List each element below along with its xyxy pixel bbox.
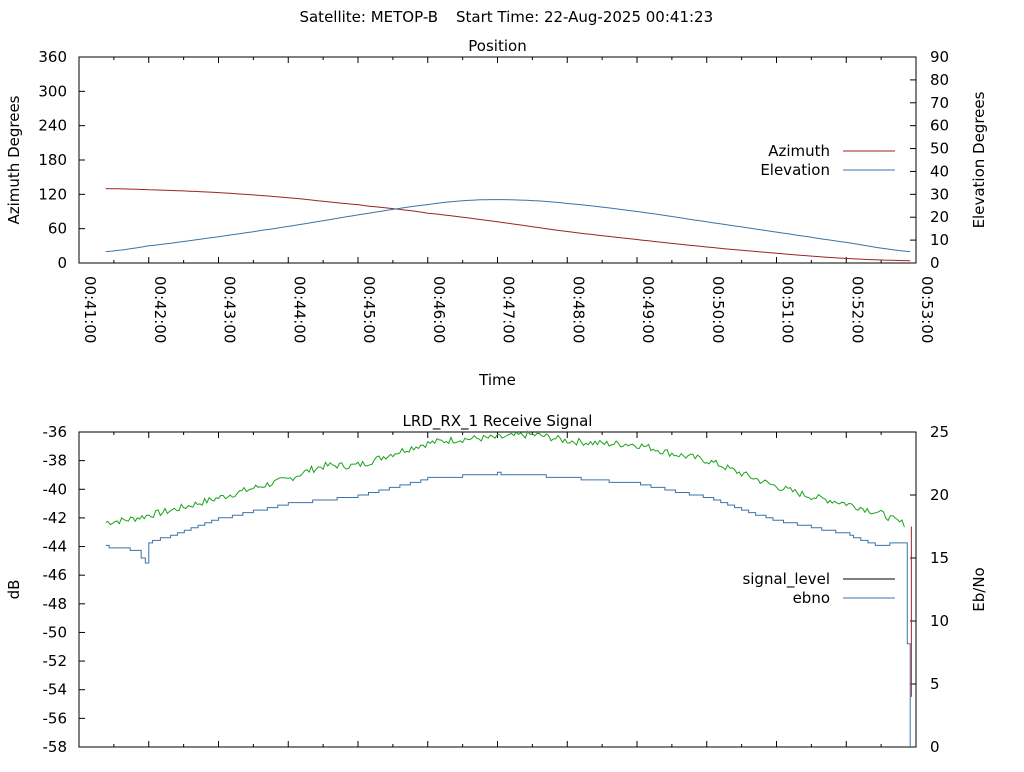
y-tick-label: -40 bbox=[43, 480, 68, 498]
legend-label-ebno: ebno bbox=[793, 589, 830, 607]
position-chart: Position 0 60 120 180 240 300 360 0 10 20 30 40 50 60 7… bbox=[5, 37, 988, 389]
series-line-signal_level bbox=[105, 430, 905, 528]
x-tick-label: 00:51:00 bbox=[779, 276, 797, 343]
y-tick-label: -44 bbox=[43, 538, 68, 556]
chart-title: Position bbox=[468, 37, 526, 55]
y-tick-label: 360 bbox=[38, 48, 67, 66]
chart-title: LRD_RX_1 Receive Signal bbox=[403, 412, 593, 431]
y-tick-label: -54 bbox=[43, 681, 68, 699]
y-tick-label: -36 bbox=[43, 423, 68, 441]
x-tick-label: 00:46:00 bbox=[430, 276, 448, 343]
legend-label-signal_level: signal_level bbox=[742, 570, 830, 589]
series-line-elevation bbox=[105, 199, 911, 253]
y-tick-label: -56 bbox=[43, 709, 68, 727]
y-axis-label: dB bbox=[5, 580, 23, 600]
x-tick-label: 00:43:00 bbox=[221, 276, 239, 343]
y2-axis-label: Eb/No bbox=[970, 567, 988, 611]
y-tick-label: 0 bbox=[57, 254, 67, 272]
x-tick-label: 00:50:00 bbox=[709, 276, 727, 343]
x-tick-label: 00:45:00 bbox=[360, 276, 378, 343]
y-tick-label: 120 bbox=[38, 185, 67, 203]
y-tick-label: 240 bbox=[38, 117, 67, 135]
x-tick-label: 00:44:00 bbox=[290, 276, 308, 343]
y2-tick-label: 25 bbox=[930, 423, 949, 441]
y-tick-label: -58 bbox=[43, 738, 68, 756]
series-line-azimuth bbox=[105, 188, 911, 262]
y-axis-label: Azimuth Degrees bbox=[5, 95, 23, 224]
y2-tick-label: 20 bbox=[930, 486, 949, 504]
plot-frame bbox=[78, 431, 917, 748]
y2-tick-label: 30 bbox=[930, 185, 949, 203]
x-tick-label: 00:49:00 bbox=[639, 276, 657, 343]
y-tick-label: 180 bbox=[38, 151, 67, 169]
header-start-time: Start Time: 22-Aug-2025 00:41:23 bbox=[456, 8, 713, 26]
y2-tick-label: 80 bbox=[930, 71, 949, 89]
y2-tick-label: 70 bbox=[930, 94, 949, 112]
y2-tick-label: 10 bbox=[930, 612, 949, 630]
y2-tick-label: 40 bbox=[930, 162, 949, 180]
y2-tick-label: 50 bbox=[930, 140, 949, 158]
y2-tick-label: 60 bbox=[930, 117, 949, 135]
x-tick-label: 00:47:00 bbox=[500, 276, 518, 343]
x-axis-label: Time bbox=[478, 371, 516, 389]
y2-axis-label: Elevation Degrees bbox=[970, 91, 988, 228]
plot-frame bbox=[78, 56, 917, 264]
y-tick-label: -38 bbox=[43, 452, 68, 470]
x-tick-label: 00:52:00 bbox=[848, 276, 866, 343]
y2-tick-label: 0 bbox=[930, 738, 940, 756]
legend-label-azimuth: Azimuth bbox=[768, 142, 830, 160]
legend-label-elevation: Elevation bbox=[760, 161, 830, 179]
y-tick-label: -46 bbox=[43, 566, 68, 584]
x-tick-label: 00:53:00 bbox=[918, 276, 936, 343]
x-tick-label: 00:48:00 bbox=[569, 276, 587, 343]
y-tick-label: -42 bbox=[43, 509, 68, 527]
y2-tick-label: 20 bbox=[930, 208, 949, 226]
y-tick-label: 300 bbox=[38, 82, 67, 100]
y2-tick-label: 5 bbox=[930, 675, 940, 693]
x-tick-label: 00:42:00 bbox=[151, 276, 169, 343]
y2-tick-label: 0 bbox=[930, 254, 940, 272]
y2-tick-label: 15 bbox=[930, 549, 949, 567]
y-tick-label: -52 bbox=[43, 652, 68, 670]
x-tick-label: 00:41:00 bbox=[81, 276, 99, 343]
y-tick-label: -50 bbox=[43, 623, 68, 641]
y-tick-label: 60 bbox=[48, 220, 67, 238]
receive-signal-chart: LRD_RX_1 Receive Signal -36 -38 -40 -42 -44 -4… bbox=[5, 412, 988, 756]
series-line-ebno bbox=[105, 471, 911, 747]
y-tick-label: -48 bbox=[43, 595, 68, 613]
y2-tick-label: 90 bbox=[930, 48, 949, 66]
header-satellite: Satellite: METOP-B bbox=[299, 8, 438, 26]
y2-tick-label: 10 bbox=[930, 231, 949, 249]
